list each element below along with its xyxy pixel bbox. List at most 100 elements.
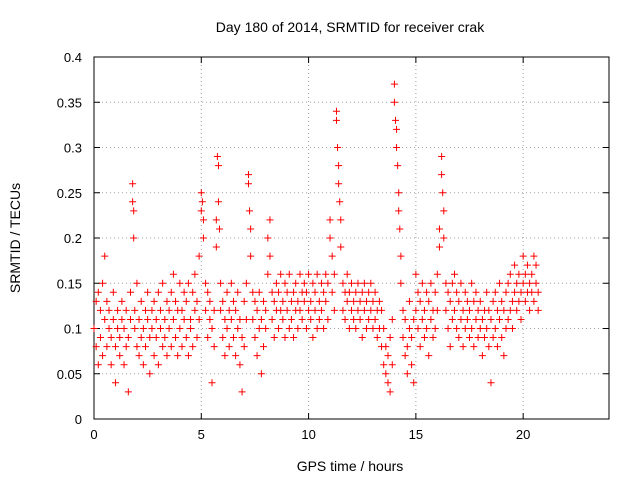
data-point	[99, 279, 107, 287]
data-point	[157, 325, 165, 332]
data-point	[491, 288, 499, 296]
data-point	[193, 334, 201, 342]
data-point	[126, 315, 134, 323]
data-point	[506, 306, 514, 314]
data-point	[408, 334, 416, 342]
data-point	[146, 334, 154, 342]
data-point	[148, 325, 156, 332]
data-point	[313, 270, 321, 278]
data-point	[242, 315, 250, 323]
data-point	[118, 297, 126, 305]
y-tick-label: 0.2	[64, 231, 82, 246]
data-point	[474, 334, 482, 342]
data-point	[513, 306, 521, 314]
data-point	[236, 315, 244, 323]
data-point	[448, 279, 456, 287]
data-point	[172, 297, 180, 305]
data-point	[500, 306, 508, 314]
data-point	[485, 343, 493, 351]
data-point	[332, 107, 340, 115]
data-point	[101, 315, 109, 323]
data-point	[506, 270, 514, 278]
data-point	[476, 325, 484, 332]
data-point	[94, 288, 102, 296]
data-point	[470, 343, 478, 351]
data-point	[481, 334, 489, 342]
data-point	[144, 288, 152, 296]
data-point	[120, 325, 128, 332]
data-point	[375, 297, 383, 305]
data-point	[382, 343, 390, 351]
data-point	[217, 279, 225, 287]
data-point	[307, 315, 315, 323]
data-point	[150, 297, 158, 305]
data-point	[534, 306, 542, 314]
data-point	[526, 306, 534, 314]
data-point	[219, 297, 227, 305]
data-point	[526, 279, 534, 287]
data-point	[491, 325, 499, 332]
data-point	[238, 388, 246, 396]
data-point	[232, 306, 240, 314]
data-point	[478, 315, 486, 323]
data-point	[341, 315, 349, 323]
data-point	[227, 279, 235, 287]
data-point	[221, 315, 229, 323]
data-point	[517, 288, 525, 296]
data-point	[408, 361, 416, 369]
data-point	[191, 306, 199, 314]
data-point	[287, 315, 295, 323]
data-point	[534, 288, 542, 296]
data-point	[435, 243, 443, 251]
data-point	[213, 153, 221, 161]
data-point	[268, 288, 276, 296]
data-point	[197, 189, 205, 197]
data-point	[431, 288, 439, 296]
data-point	[420, 334, 428, 342]
data-point	[249, 288, 257, 296]
data-point	[356, 315, 364, 323]
data-point	[425, 297, 433, 305]
data-point	[268, 315, 276, 323]
data-point	[169, 315, 177, 323]
data-point	[350, 315, 358, 323]
data-point	[208, 325, 216, 332]
data-point	[371, 315, 379, 323]
data-point	[272, 279, 280, 287]
data-point	[410, 379, 418, 387]
data-point	[322, 270, 330, 278]
data-point	[493, 306, 501, 314]
data-point	[440, 207, 448, 215]
data-point	[199, 216, 207, 224]
data-point	[111, 343, 119, 351]
data-point	[199, 234, 207, 242]
data-point	[378, 306, 386, 314]
data-point	[101, 252, 109, 260]
y-axis-label: SRMTID / TECUs	[7, 183, 23, 293]
data-point	[118, 315, 126, 323]
data-point	[478, 352, 486, 360]
data-points	[90, 80, 542, 396]
data-point	[223, 288, 231, 296]
data-point	[193, 297, 201, 305]
data-point	[202, 279, 210, 287]
data-point	[442, 279, 450, 287]
data-point	[396, 225, 404, 233]
data-point	[412, 270, 420, 278]
data-point	[180, 315, 188, 323]
data-point	[229, 297, 237, 305]
data-point	[352, 325, 360, 332]
data-point	[468, 279, 476, 287]
data-point	[264, 234, 272, 242]
data-point	[142, 306, 149, 314]
data-point	[328, 288, 336, 296]
data-point	[225, 343, 233, 351]
data-point	[463, 297, 471, 305]
data-point	[463, 315, 471, 323]
data-point	[109, 288, 117, 296]
data-point	[305, 306, 313, 314]
data-point	[405, 325, 413, 332]
data-point	[206, 297, 214, 305]
data-point	[397, 279, 405, 287]
data-point	[405, 297, 413, 305]
